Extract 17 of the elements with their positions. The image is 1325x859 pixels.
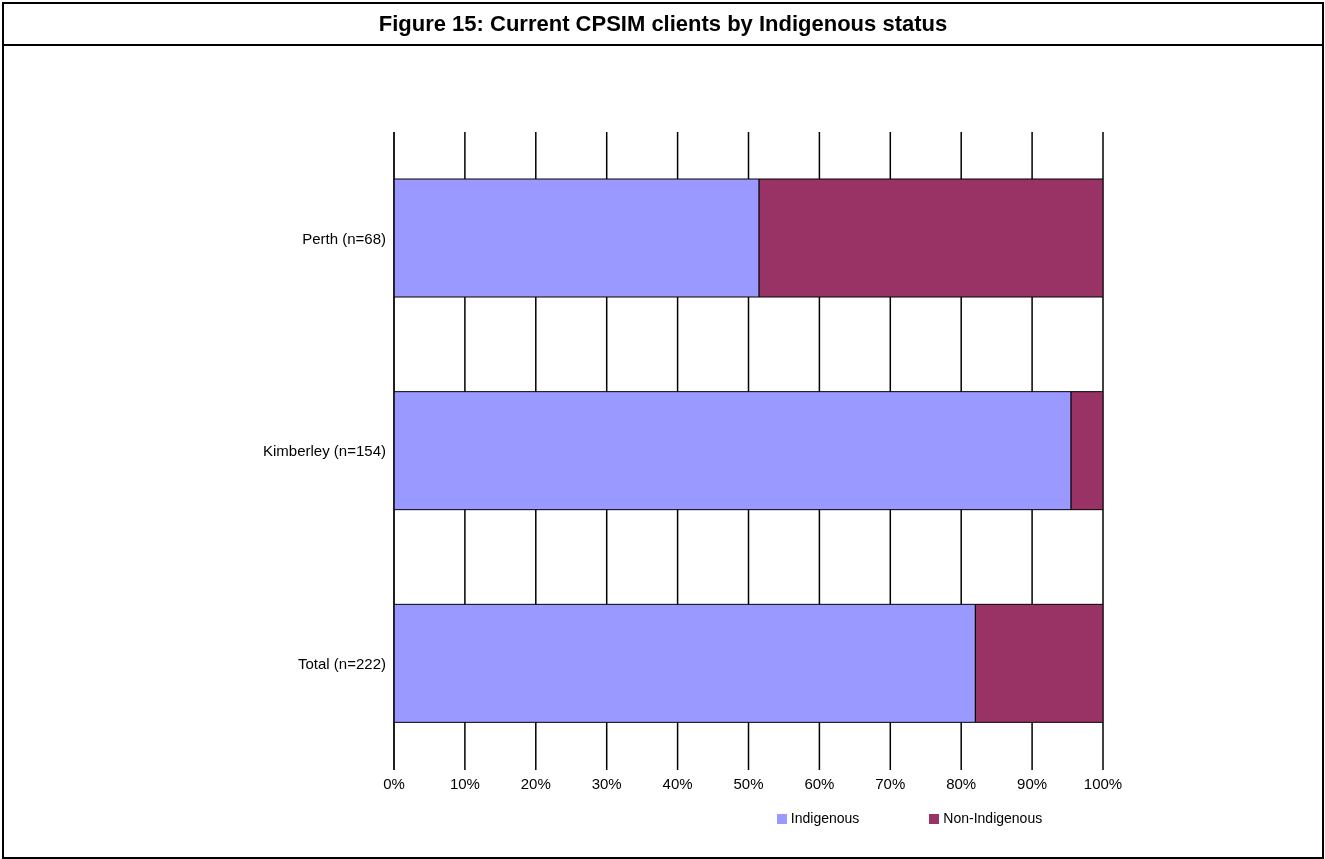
legend-label: Indigenous [790, 810, 860, 826]
x-tick-label: 10% [449, 774, 480, 792]
x-tick-label: 30% [591, 774, 622, 792]
y-tick-label: Total (n=222) [298, 654, 386, 672]
y-tick-label: Perth (n=68) [302, 229, 386, 247]
x-tick-label: 20% [520, 774, 551, 792]
x-tick-label: 90% [1017, 774, 1048, 792]
x-tick-label: 0% [383, 774, 405, 792]
legend-label: Non-Indigenous [943, 810, 1043, 826]
x-tick-label: 100% [1083, 774, 1123, 792]
x-tick-label: 80% [946, 774, 977, 792]
x-tick-label: 70% [875, 774, 906, 792]
x-tick-label: 60% [804, 774, 835, 792]
x-tick-label: 40% [662, 774, 693, 792]
x-tick-label: 50% [733, 774, 764, 792]
chart-title: Figure 15: Current CPSIM clients by Indigenous status [4, 4, 1322, 46]
y-tick-label: Kimberley (n=154) [263, 442, 386, 460]
